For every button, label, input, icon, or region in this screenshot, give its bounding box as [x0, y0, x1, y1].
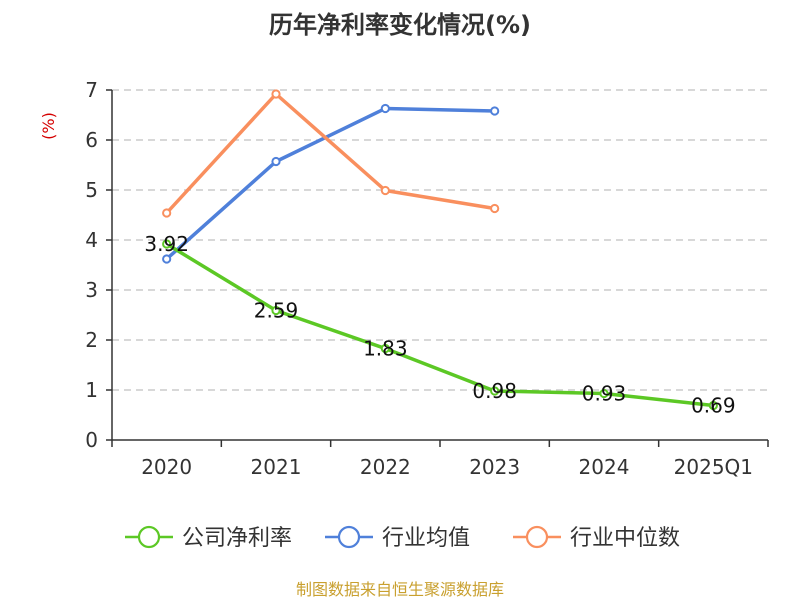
legend-item-1: 行业均值	[325, 525, 470, 551]
x-tick-label-2021: 2021	[251, 455, 302, 479]
x-tick-label-2024: 2024	[579, 455, 630, 479]
x-tick-label-2023: 2023	[469, 455, 520, 479]
series-point-1-2022	[380, 103, 390, 114]
y-axis-ticks: 0 1 2 3 4 5 6 7	[85, 78, 112, 452]
y-tick-label-2: 2	[85, 328, 98, 352]
series-line-0	[164, 242, 716, 408]
data-labels: 3.92 2.59 1.83 0.98 0.93 0.69	[144, 232, 735, 418]
x-tick-label-2022: 2022	[360, 455, 411, 479]
y-tick-label-6: 6	[85, 128, 98, 152]
series-line-2	[164, 92, 497, 215]
legend-item-2: 行业中位数	[513, 525, 680, 551]
x-tick-label-2025Q1: 2025Q1	[674, 455, 753, 479]
series-2	[162, 89, 500, 218]
legend-label-2: 行业中位数	[570, 526, 680, 551]
series-point-0-2021	[271, 305, 281, 316]
legend-marker-2	[525, 525, 549, 549]
y-tick-label-5: 5	[85, 178, 98, 202]
series-point-2-2020	[162, 208, 172, 218]
x-tick-label-2020: 2020	[141, 455, 192, 479]
legend-item-0: 公司净利率	[125, 525, 292, 551]
legend-label-0: 公司净利率	[182, 526, 292, 551]
data-label-2020: 3.92	[144, 232, 189, 256]
data-label-2025Q1: 0.69	[691, 394, 736, 418]
series-line-1	[164, 106, 497, 261]
y-axis-unit-label: (%)	[39, 112, 58, 140]
legend-marker-0	[137, 525, 161, 549]
series-point-0-2024	[599, 388, 609, 399]
series-point-2-2022	[380, 185, 390, 196]
series-point-1-2021	[271, 156, 281, 167]
x-axis-ticks: 2020 2021 2022 2023 2024 2025Q1	[111, 440, 769, 479]
series-point-1-2020	[162, 254, 172, 264]
series-point-0-2020	[162, 239, 172, 249]
source-note: 制图数据来自恒生聚源数据库	[296, 580, 504, 599]
data-label-2023: 0.98	[472, 379, 517, 403]
series-point-0-2023	[490, 386, 500, 396]
legend-label-1: 行业均值	[382, 526, 470, 551]
legend-marker-1	[337, 525, 361, 549]
series-point-2-2021	[271, 89, 281, 99]
series-point-0-2022	[380, 343, 390, 354]
data-label-2021: 2.59	[254, 299, 299, 323]
grid-lines	[112, 89, 768, 391]
series-point-1-2023	[490, 106, 500, 116]
series-layer	[162, 89, 718, 411]
y-tick-label-0: 0	[85, 428, 98, 452]
series-point-0-2025Q1	[708, 400, 718, 411]
legend: 公司净利率 行业均值 行业中位数	[125, 525, 680, 551]
y-tick-label-4: 4	[85, 228, 98, 252]
y-tick-label-7: 7	[85, 78, 98, 102]
y-tick-label-3: 3	[85, 278, 98, 302]
y-tick-label-1: 1	[85, 378, 98, 402]
chart-title: 历年净利率变化情况(%)	[269, 11, 531, 39]
axes	[111, 90, 768, 441]
series-1	[162, 103, 500, 264]
series-point-2-2023	[490, 203, 500, 214]
data-label-2024: 0.93	[582, 382, 627, 406]
data-label-2022: 1.83	[363, 337, 408, 361]
series-0	[162, 239, 718, 411]
